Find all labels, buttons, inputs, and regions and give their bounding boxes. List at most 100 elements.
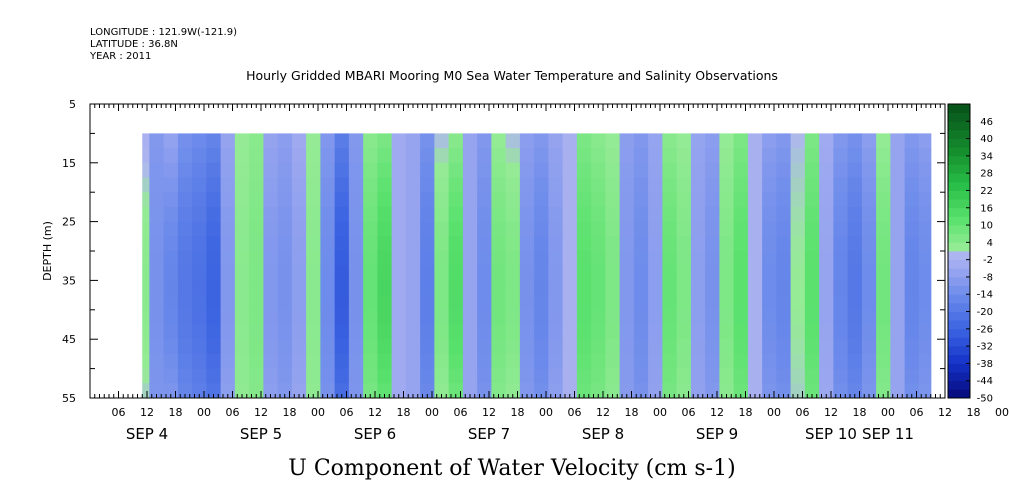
heatmap-cell	[591, 353, 606, 370]
heatmap-cell	[206, 192, 222, 208]
heatmap-cell	[676, 368, 692, 384]
heatmap-cell	[420, 368, 435, 384]
heatmap-cell	[705, 148, 720, 164]
heatmap-cell	[733, 383, 749, 398]
heatmap-cell	[306, 383, 321, 398]
heatmap-cell	[747, 368, 763, 384]
heatmap-cell	[249, 368, 264, 384]
heatmap-cell	[719, 221, 735, 237]
heatmap-cell	[591, 265, 606, 281]
heatmap-cell	[591, 309, 606, 326]
heatmap-cell	[833, 295, 849, 311]
heatmap-cell	[334, 353, 350, 370]
heatmap-cell	[576, 236, 592, 252]
heatmap-cell	[918, 309, 932, 326]
heatmap-cell	[676, 221, 692, 237]
heatmap-cell	[320, 324, 336, 340]
heatmap-cell	[804, 339, 820, 355]
heatmap-cell	[220, 133, 236, 149]
heatmap-cell	[491, 309, 507, 326]
heatmap-cell	[163, 353, 179, 370]
heatmap-cell	[277, 309, 293, 326]
heatmap-cell	[519, 309, 535, 326]
heatmap-cell	[776, 192, 792, 208]
heatmap-cell	[819, 339, 834, 355]
heatmap-cell	[548, 265, 564, 281]
heatmap-cell	[320, 133, 336, 149]
heatmap-cell	[320, 368, 336, 384]
heatmap-cell	[662, 383, 678, 398]
heatmap-cell	[234, 206, 250, 223]
heatmap-cell	[220, 162, 236, 179]
colorbar-swatch	[948, 129, 970, 139]
heatmap-cell	[876, 236, 891, 252]
heatmap-cell	[876, 295, 891, 311]
heatmap-cell	[548, 177, 564, 193]
heatmap-cell	[519, 251, 535, 267]
day-label: SEP 6	[354, 425, 396, 443]
heatmap-cell	[334, 206, 350, 223]
heatmap-cell	[918, 236, 932, 252]
heatmap-cell	[861, 148, 877, 164]
heatmap-cell	[876, 339, 891, 355]
heatmap-cell	[277, 236, 293, 252]
heatmap-cell	[733, 251, 749, 267]
colorbar-swatch	[948, 104, 970, 114]
heatmap-cell	[477, 192, 492, 208]
heatmap-cell	[377, 265, 393, 281]
heatmap-cell	[733, 309, 749, 326]
heatmap-cell	[206, 162, 222, 179]
heatmap-cell	[833, 206, 849, 223]
heatmap-cell	[776, 162, 792, 179]
heatmap-cell	[306, 309, 321, 326]
heatmap-cell	[890, 251, 906, 267]
heatmap-cell	[562, 251, 578, 267]
heatmap-cell	[605, 353, 621, 370]
heatmap-cell	[705, 206, 720, 223]
heatmap-cell	[505, 206, 521, 223]
heatmap-cell	[192, 206, 207, 223]
heatmap-cell	[662, 353, 678, 370]
heatmap-cell	[719, 206, 735, 223]
heatmap-cell	[719, 133, 735, 149]
heatmap-cell	[890, 295, 906, 311]
heatmap-cell	[576, 368, 592, 384]
heatmap-cell	[562, 309, 578, 326]
x-tick-label: 18	[967, 406, 981, 419]
heatmap-cell	[690, 265, 706, 281]
heatmap-cell	[405, 148, 421, 164]
heatmap-cell	[591, 339, 606, 355]
heatmap-cell	[676, 309, 692, 326]
heatmap-cell	[576, 221, 592, 237]
colorbar-swatch	[948, 337, 970, 347]
day-label: SEP 4	[126, 425, 168, 443]
colorbar-swatch	[948, 259, 970, 269]
heatmap-cell	[876, 309, 891, 326]
x-tick-label: 00	[425, 406, 439, 419]
x-tick-label: 18	[739, 406, 753, 419]
heatmap-cell	[377, 383, 393, 398]
heatmap-cell	[747, 177, 763, 193]
heatmap-cell	[705, 265, 720, 281]
heatmap-cell	[890, 265, 906, 281]
heatmap-cell	[234, 133, 250, 149]
x-tick-label: 00	[539, 406, 553, 419]
heatmap-cell	[591, 280, 606, 296]
heatmap-cell	[534, 251, 549, 267]
heatmap-cell	[177, 339, 193, 355]
heatmap-cell	[719, 368, 735, 384]
heatmap-cell	[633, 353, 649, 370]
heatmap-cell	[149, 295, 165, 311]
heatmap-cell	[405, 339, 421, 355]
heatmap-cell	[220, 192, 236, 208]
heatmap-cell	[291, 324, 307, 340]
heatmap-cell	[192, 177, 207, 193]
heatmap-cell	[192, 324, 207, 340]
heatmap-cell	[847, 251, 863, 267]
heatmap-cell	[904, 177, 920, 193]
heatmap-cell	[206, 221, 222, 237]
heatmap-cell	[804, 177, 820, 193]
heatmap-cell	[306, 148, 321, 164]
heatmap-cell	[291, 148, 307, 164]
heatmap-cell	[747, 236, 763, 252]
